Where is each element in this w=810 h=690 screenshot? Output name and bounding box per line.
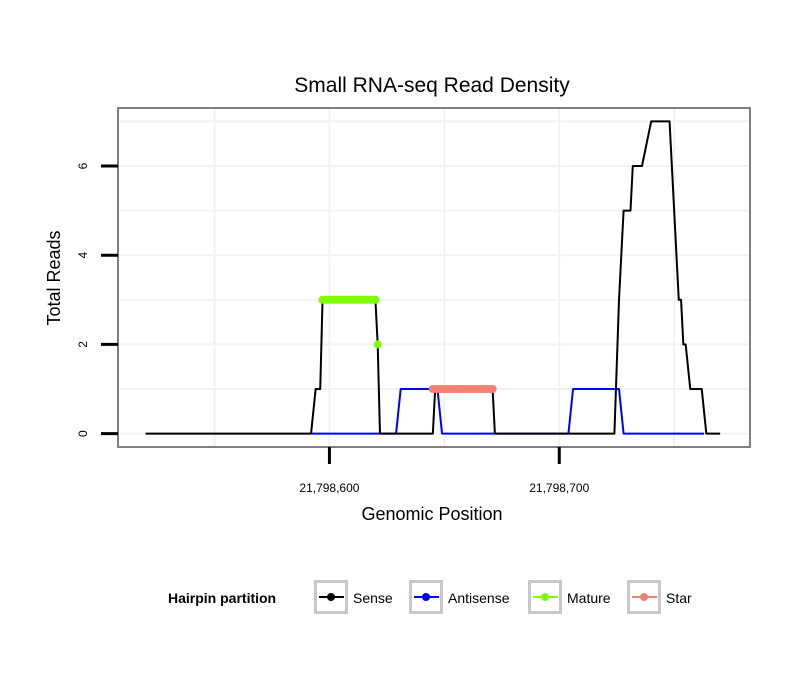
legend-key-point xyxy=(541,593,549,601)
legend-label: Sense xyxy=(353,590,393,606)
legend-label: Antisense xyxy=(448,590,510,606)
legend-key-point xyxy=(640,593,648,601)
legend-key-point xyxy=(422,593,430,601)
y-tick-label: 2 xyxy=(76,341,90,348)
plot-panel-border xyxy=(117,107,751,448)
star-point xyxy=(488,385,497,394)
legend: Hairpin partition Sense Antisense Mature St… xyxy=(168,580,692,614)
legend-item-sense: Sense xyxy=(314,580,393,614)
chart-title: Small RNA-seq Read Density xyxy=(294,74,570,97)
legend-label: Star xyxy=(666,590,692,606)
legend-label: Mature xyxy=(567,590,611,606)
axis-ticks: 21,798,600 21,798,700 0 2 4 6 xyxy=(76,162,590,495)
mature-point xyxy=(373,340,382,349)
y-tick-label: 6 xyxy=(76,162,90,169)
antisense-series-line xyxy=(311,388,705,435)
y-axis-label: Total Reads xyxy=(44,230,64,325)
legend-items: Sense Antisense Mature Star xyxy=(314,580,692,614)
mature-point xyxy=(371,295,380,304)
legend-item-antisense: Antisense xyxy=(409,580,510,614)
y-tick-label: 4 xyxy=(76,252,90,259)
x-tick-label: 21,798,600 xyxy=(299,481,359,495)
y-tick-label: 0 xyxy=(76,430,90,437)
x-tick-label: 21,798,700 xyxy=(529,481,589,495)
legend-item-star: Star xyxy=(627,580,692,614)
legend-item-mature: Mature xyxy=(528,580,611,614)
x-axis-label: Genomic Position xyxy=(361,504,502,524)
legend-key-point xyxy=(327,593,335,601)
sense-series-line xyxy=(145,120,721,435)
legend-title: Hairpin partition xyxy=(168,590,276,606)
series-layer xyxy=(145,120,721,435)
